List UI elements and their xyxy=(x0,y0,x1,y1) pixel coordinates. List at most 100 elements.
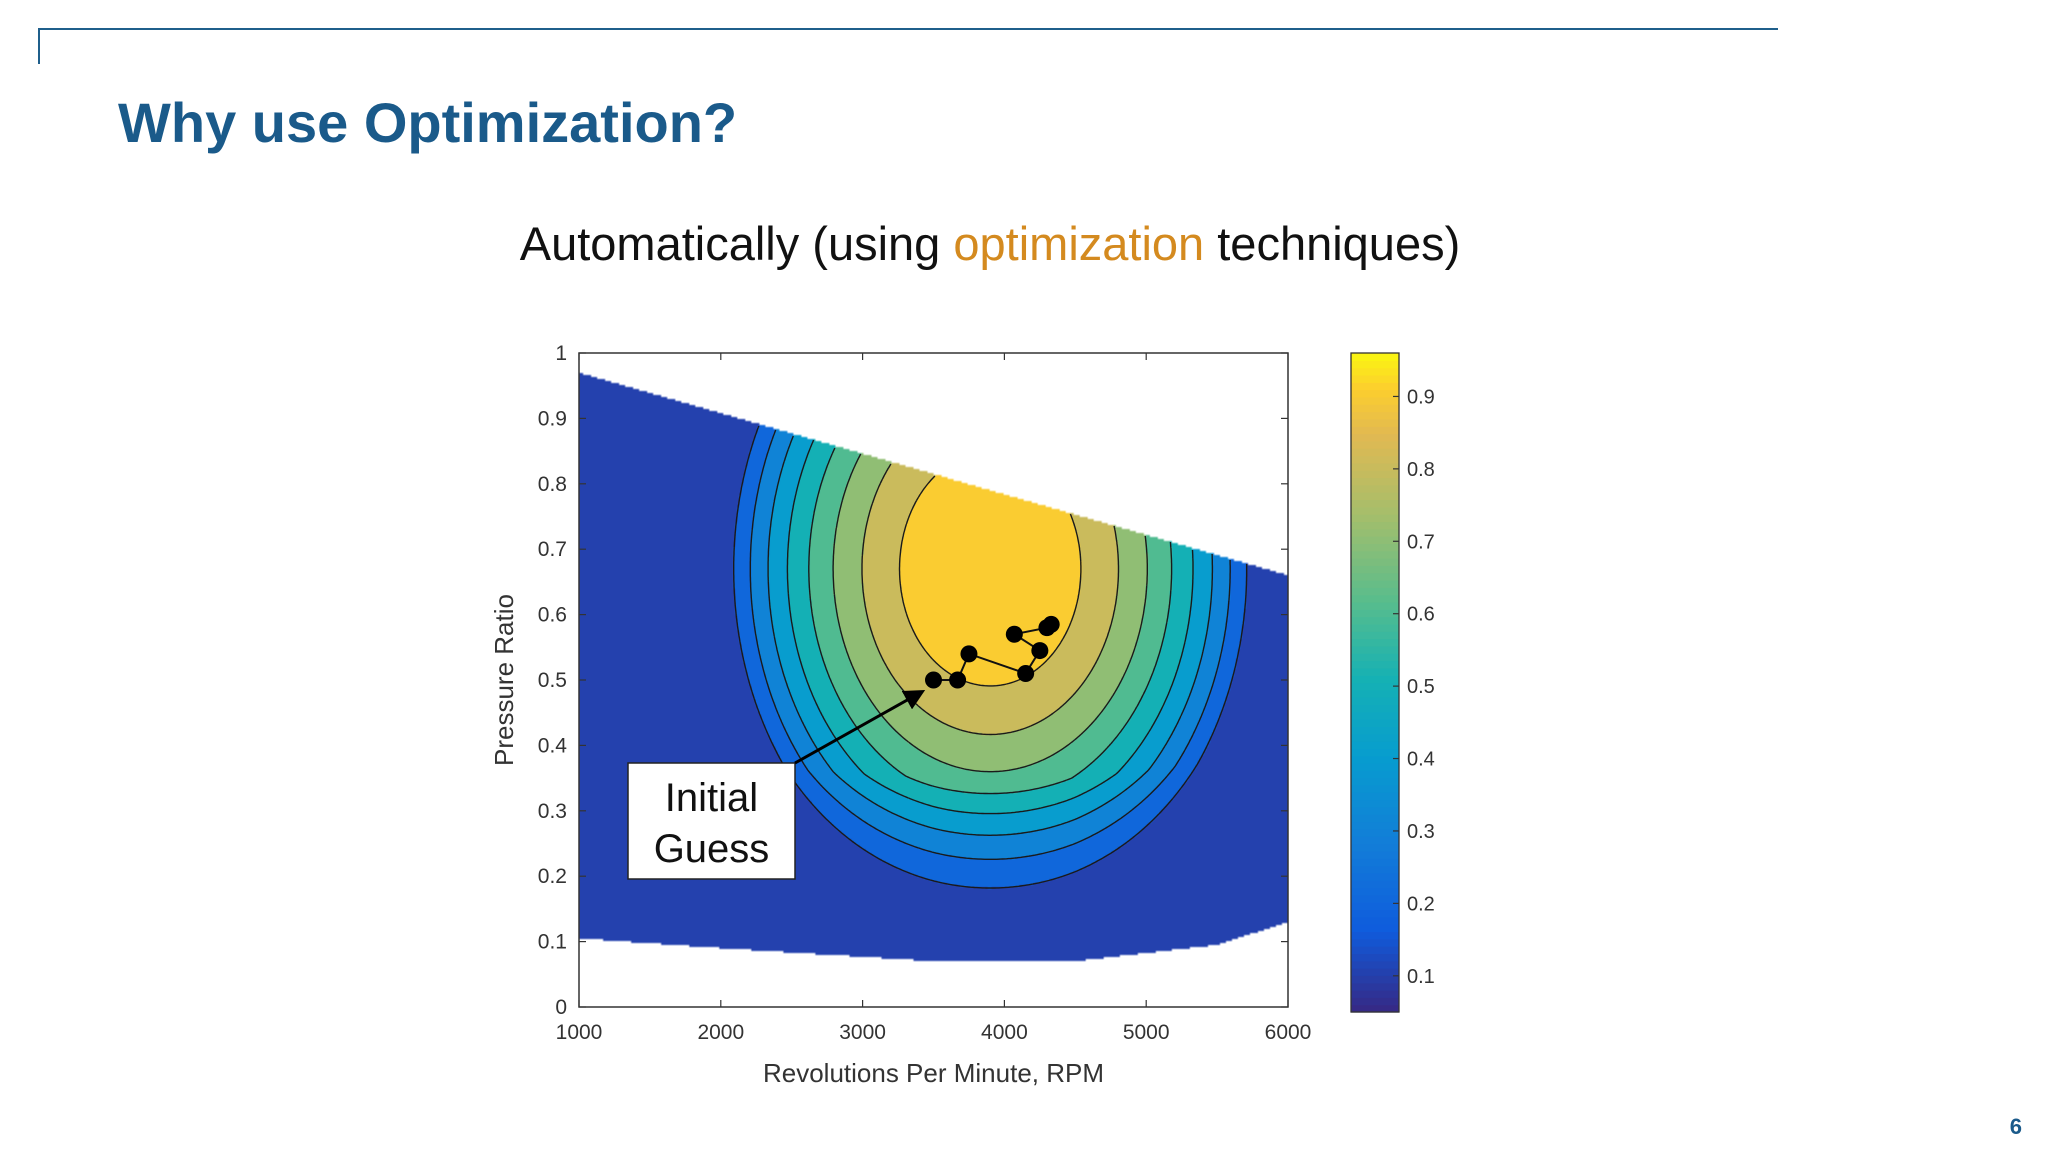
y-tick-label: 0.7 xyxy=(538,538,567,561)
colorbar-band xyxy=(1351,470,1399,479)
subtitle-text-after: techniques) xyxy=(1204,217,1461,270)
colorbar-band xyxy=(1351,601,1399,610)
contour-line xyxy=(733,425,1248,889)
colorbar-band xyxy=(1351,667,1399,676)
colorbar-band xyxy=(1351,697,1399,706)
colorbar-band xyxy=(1351,770,1399,779)
y-tick-label: 0.9 xyxy=(538,407,567,430)
colorbar-band xyxy=(1351,902,1399,911)
colorbar-band xyxy=(1351,799,1399,808)
contour-line xyxy=(786,439,1194,815)
colorbar-band xyxy=(1351,396,1399,405)
contour-line xyxy=(832,453,1148,773)
colorbar-band xyxy=(1351,894,1399,903)
colorbar-band xyxy=(1351,623,1399,632)
colorbar-band xyxy=(1351,1004,1399,1013)
x-tick-label: 1000 xyxy=(556,1021,603,1044)
colorbar-tick-label: 0.7 xyxy=(1407,531,1435,553)
colorbar-band xyxy=(1351,631,1399,640)
colorbar-band xyxy=(1351,367,1399,376)
optimization-path xyxy=(925,615,1060,689)
colorbar-band xyxy=(1351,660,1399,669)
colorbar-band xyxy=(1351,953,1399,962)
slide-title: Why use Optimization? xyxy=(118,91,738,154)
colorbar-band xyxy=(1351,499,1399,508)
colorbar-band xyxy=(1351,536,1399,544)
colorbar-band xyxy=(1351,616,1399,625)
subtitle-accent-word: optimization xyxy=(953,217,1205,270)
colorbar-band xyxy=(1351,638,1399,647)
y-tick-label: 0.2 xyxy=(538,865,567,888)
colorbar-band xyxy=(1351,565,1399,574)
colorbar-band xyxy=(1351,828,1399,837)
colorbar-band xyxy=(1351,990,1399,998)
x-tick-label: 2000 xyxy=(697,1021,744,1044)
colorbar-band xyxy=(1351,682,1399,691)
slide-frame-top-line xyxy=(38,28,1778,30)
y-tick-label: 0.4 xyxy=(538,734,568,757)
colorbar-band xyxy=(1351,528,1399,537)
path-point xyxy=(949,671,967,689)
colorbar-tick-label: 0.6 xyxy=(1407,604,1435,626)
colorbar-tick-label: 0.3 xyxy=(1407,821,1435,843)
colorbar-band xyxy=(1351,587,1399,596)
colorbar-band xyxy=(1351,755,1399,764)
colorbar-band xyxy=(1351,858,1399,867)
colorbar-band xyxy=(1351,836,1399,845)
path-point xyxy=(1042,615,1060,633)
colorbar-band xyxy=(1351,924,1399,933)
y-tick-label: 0.6 xyxy=(538,604,567,627)
colorbar-band xyxy=(1351,763,1399,771)
colorbar-band xyxy=(1351,448,1399,457)
page-number: 6 xyxy=(2009,1114,2022,1139)
colorbar-band xyxy=(1351,382,1399,391)
colorbar-band xyxy=(1351,609,1399,618)
path-point xyxy=(1031,642,1049,660)
y-axis-label: Pressure Ratio xyxy=(489,594,519,766)
colorbar-band xyxy=(1351,440,1399,449)
x-axis-label: Revolutions Per Minute, RPM xyxy=(763,1058,1104,1088)
colorbar-band xyxy=(1351,975,1399,984)
colorbar-band xyxy=(1351,733,1399,742)
initial-guess-callout: Initial Guess xyxy=(627,689,926,880)
callout-arrow xyxy=(794,689,926,765)
colorbar-band xyxy=(1351,653,1399,662)
callout-line-1: Initial xyxy=(665,776,758,820)
colorbar-band xyxy=(1351,997,1399,1006)
colorbar-band xyxy=(1351,506,1399,515)
colorbar-band xyxy=(1351,594,1399,603)
colorbar-band xyxy=(1351,726,1399,735)
slide-subtitle: Automatically (using optimization techni… xyxy=(0,216,1980,271)
colorbar-band xyxy=(1351,741,1399,749)
colorbar-band xyxy=(1351,484,1399,493)
colorbar-band xyxy=(1351,865,1399,874)
colorbar-band xyxy=(1351,455,1399,464)
x-tick-label: 4000 xyxy=(981,1021,1028,1044)
subtitle-text-before: Automatically (using xyxy=(519,217,954,270)
colorbar-band xyxy=(1351,514,1399,523)
colorbar-band xyxy=(1351,814,1399,823)
colorbar-band xyxy=(1351,938,1399,947)
colorbar-tick-label: 0.2 xyxy=(1407,893,1435,915)
colorbar-tick-label: 0.8 xyxy=(1407,459,1435,481)
colorbar-band xyxy=(1351,353,1399,361)
colorbar-tick-label: 0.4 xyxy=(1407,749,1435,771)
colorbar-band xyxy=(1351,550,1399,559)
path-point xyxy=(1005,625,1023,643)
colorbar-band xyxy=(1351,689,1399,698)
y-tick-label: 0 xyxy=(555,996,567,1019)
colorbar-band xyxy=(1351,645,1399,654)
colorbar-band xyxy=(1351,426,1399,435)
colorbar-band xyxy=(1351,360,1399,369)
path-point xyxy=(1017,664,1035,682)
colorbar-band xyxy=(1351,946,1399,955)
colorbar-band xyxy=(1351,872,1399,881)
colorbar-band xyxy=(1351,880,1399,889)
x-tick-label: 3000 xyxy=(839,1021,886,1044)
y-tick-label: 0.5 xyxy=(538,669,567,692)
contour-line xyxy=(861,463,1120,736)
colorbar: 0.1 0.2 0.3 0.4 0.5 0.6 0.7 0.8 0.9 xyxy=(1350,352,1435,1013)
colorbar-band xyxy=(1351,675,1399,684)
colorbar-band xyxy=(1351,433,1399,442)
colorbar-tick-label: 0.9 xyxy=(1407,386,1435,408)
